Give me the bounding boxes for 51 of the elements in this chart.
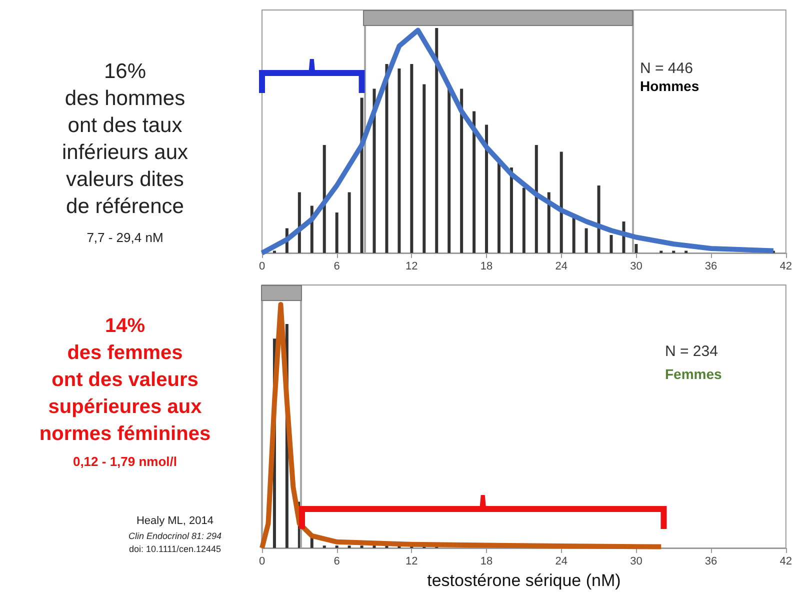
x-tick-label: 6 [334,260,340,272]
text: Healy ML, 2014 [135,515,215,527]
bar [360,98,364,253]
x-tick-label: 18 [480,556,493,568]
annotation: N = 446 [640,60,694,77]
x-tick-label: 6 [334,556,340,568]
bar [398,68,401,253]
bar [634,244,638,253]
bar [472,111,476,253]
x-tick-label: 18 [480,260,493,272]
x-tick-label: 36 [704,556,718,568]
x-tick-label: 30 [630,260,642,272]
x-tick-label: 12 [406,556,418,568]
text: 16% des hommes ont des taux inférieurs aux valeurs dites de référence [60,59,190,220]
text: 0,12 - 1,79 nmol/l [72,454,178,469]
bar [385,64,388,253]
bar [560,152,563,253]
x-axis-title: testostérone sérique (nM) [427,571,621,590]
bar [335,212,338,253]
bar [372,88,376,253]
bar [547,192,550,253]
x-tick-label: 36 [704,260,718,272]
x-tick-label: 12 [406,260,418,272]
text: Clin Endocrinol 81: 294 [127,531,223,541]
bar [534,145,538,253]
text: doi: 10.1111/cen.12445 [128,544,222,554]
bar [522,188,526,253]
bar [485,124,488,253]
bar [322,145,326,253]
x-tick-label: 24 [555,260,568,272]
bar [422,84,426,253]
bar [510,168,513,253]
bar [448,88,451,253]
bar [597,186,600,253]
text: 14% des femmes ont des valeurs supérieures aux normes féminines [38,314,212,447]
annotation: Hommes [640,78,700,94]
bar [610,235,613,253]
x-tick-label: 0 [258,556,266,568]
bar [410,64,414,253]
bar [348,192,351,253]
annotation: Femmes [665,366,723,382]
x-tick-label: 30 [630,556,642,568]
annotation: N = 234 [665,343,719,360]
bar [584,228,588,253]
bar [435,28,438,253]
x-tick-label: 24 [555,556,568,568]
bar [460,88,464,253]
x-tick-label: 0 [258,260,266,272]
x-tick-label: 42 [780,556,792,568]
x-tick-label: 42 [780,260,792,272]
text: 7,7 - 29,4 nM [86,230,164,245]
